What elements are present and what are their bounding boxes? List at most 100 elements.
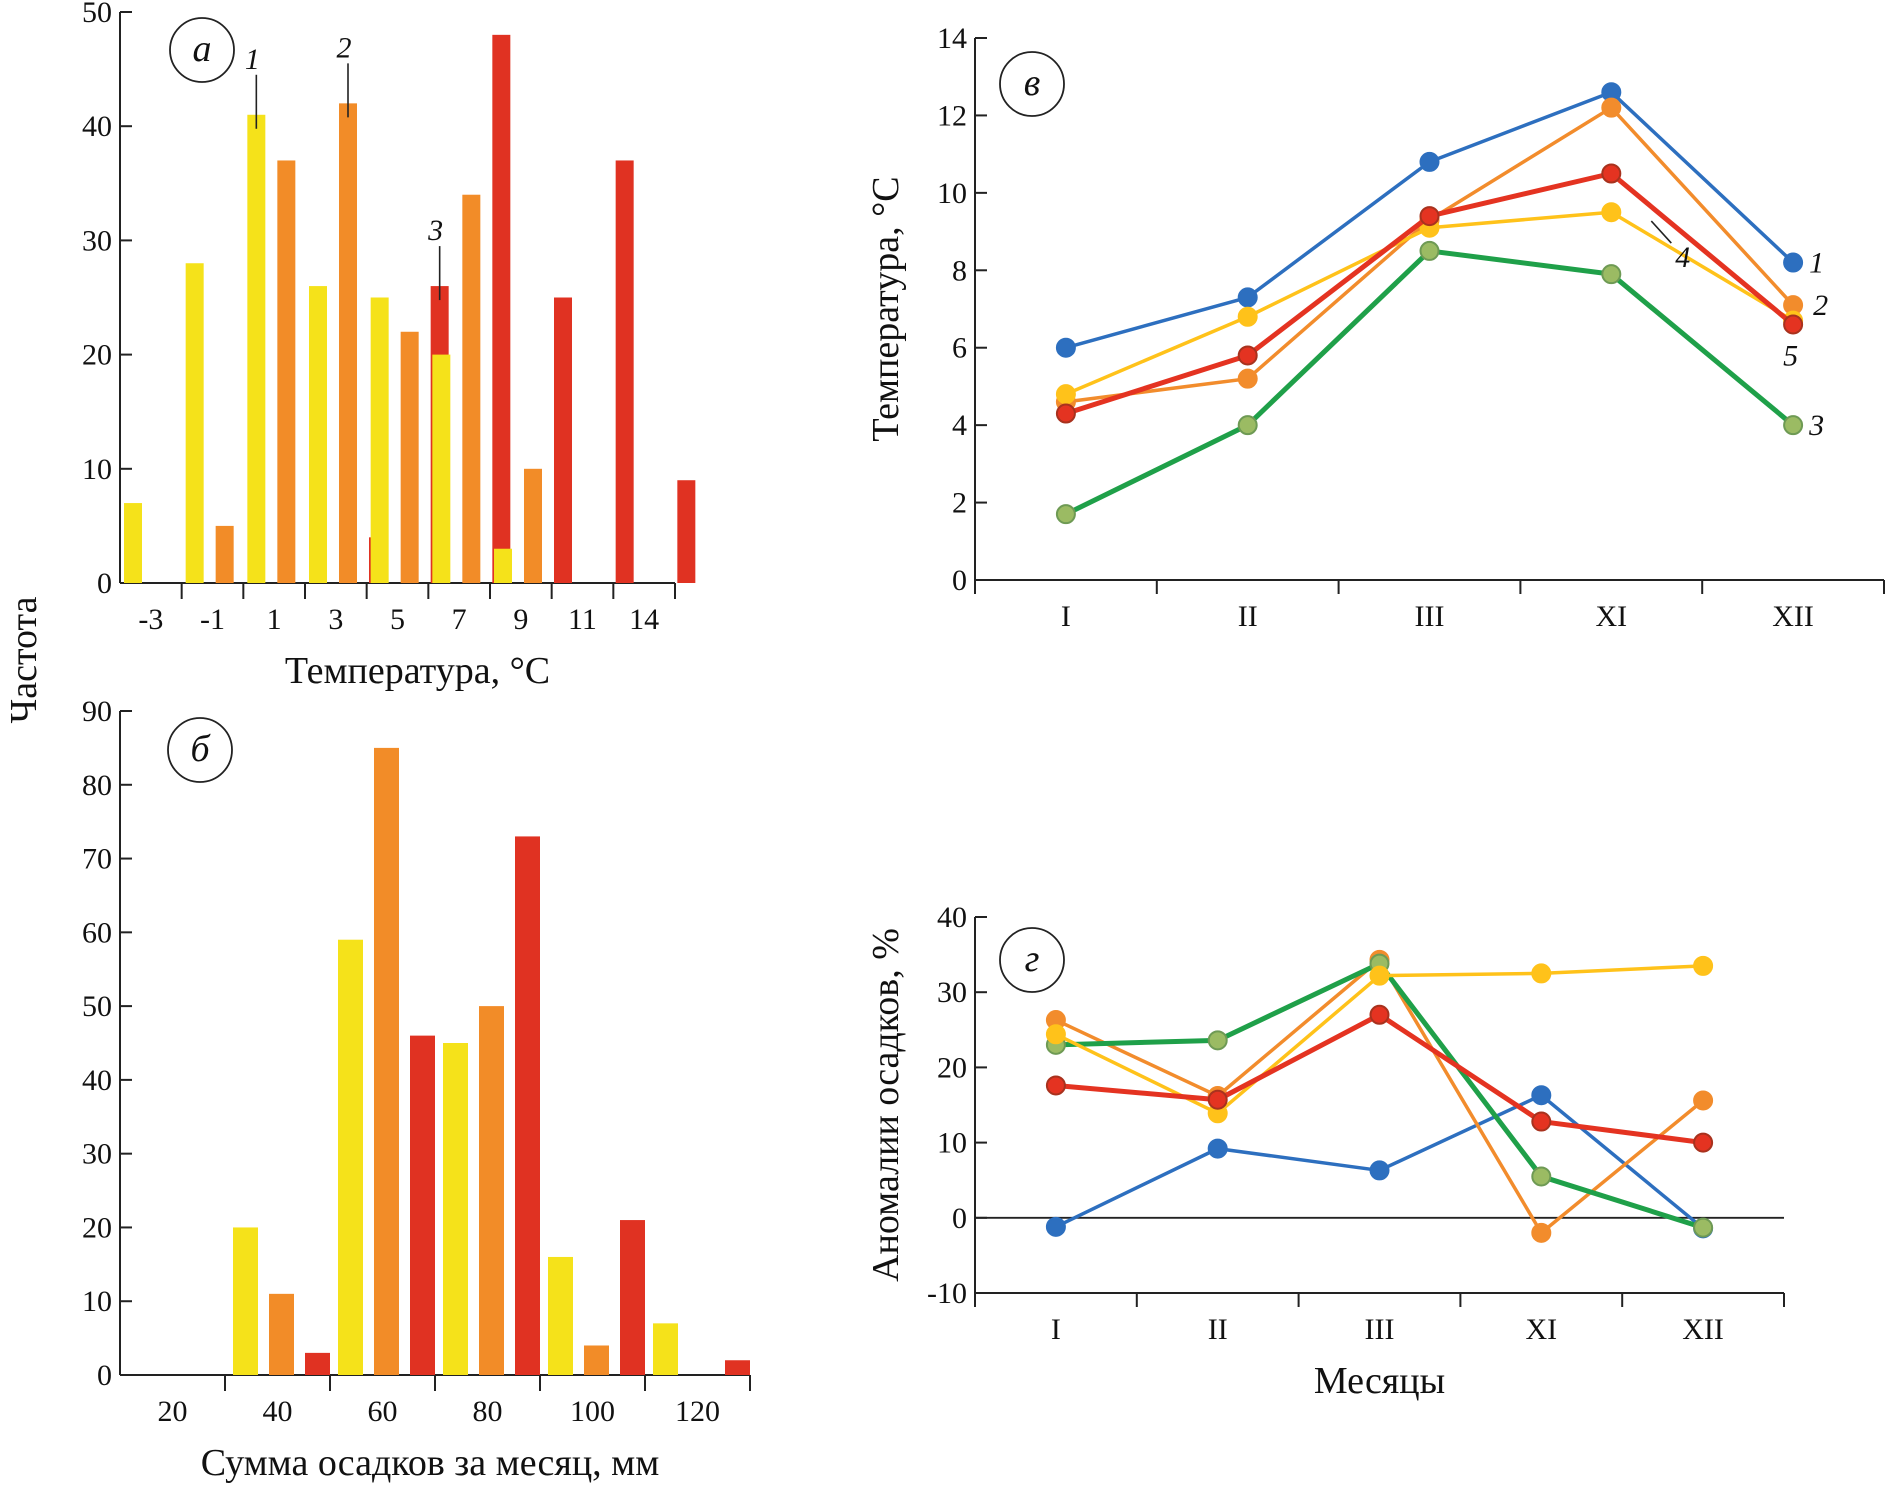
g-y-tick-label: 30: [937, 976, 967, 1009]
b-y-tick-label: 50: [82, 990, 112, 1023]
a-bar: [677, 480, 696, 583]
a-bar: [277, 160, 296, 583]
b-panel-letter-circle: [167, 717, 233, 783]
g-series-point-orange: [1693, 1090, 1714, 1111]
g-series-line-red: [1055, 1012, 1704, 1146]
g-panel-letter-circle: [999, 927, 1065, 993]
a-y-tick-label: 40: [82, 110, 112, 143]
g-series-point-green: [1693, 1217, 1714, 1238]
shared-y-axis-label: Частота: [3, 596, 45, 723]
b-y-tick-label: 70: [82, 843, 112, 876]
v-y-tick-label: 4: [952, 409, 967, 442]
b-bar: [338, 939, 363, 1375]
v-series-tag-leader: [1650, 220, 1672, 244]
b-bar: [410, 1035, 435, 1375]
v-series-point-yellow: [1237, 306, 1258, 327]
v-x-tick-label: XI: [1595, 600, 1627, 633]
v-panel-letter-circle: [999, 51, 1065, 117]
v-series-point-blue: [1237, 287, 1258, 308]
b-x-tick-label: 20: [158, 1395, 188, 1428]
a-y-tick-label: 10: [82, 453, 112, 486]
panel-a-temperature-histogram: 0 10 20 30 40 50 -3 -1 1 3 5 7 9 11 14 Температура, °С а…: [82, 0, 696, 692]
v-y-tick-label: 8: [952, 254, 967, 287]
g-x-tick-label: III: [1365, 1313, 1395, 1346]
v-panel-letter: в: [1024, 62, 1041, 104]
a-x-axis-label: Температура, °С: [285, 650, 550, 692]
g-y-tick-label: 10: [937, 1127, 967, 1160]
a-bar: [400, 331, 419, 583]
b-bar: [620, 1220, 645, 1375]
v-series-point-green: [1237, 415, 1258, 436]
g-panel-letter: г: [1025, 938, 1040, 980]
a-series-tag: 1: [245, 43, 260, 76]
v-y-tick-label: 10: [937, 177, 967, 210]
b-x-tick-label: 40: [263, 1395, 293, 1428]
v-y-tick-label: 2: [952, 487, 967, 520]
v-series-point-yellow: [1055, 384, 1076, 405]
g-series-point-green: [1531, 1166, 1552, 1187]
v-series-point-yellow: [1601, 202, 1622, 223]
v-series-point-green: [1419, 240, 1440, 261]
a-bar: [124, 503, 142, 583]
a-bar: [554, 297, 572, 583]
a-y-tick-label: 20: [82, 339, 112, 372]
b-y-tick-label: 30: [82, 1138, 112, 1171]
b-y-tick-label: 0: [97, 1359, 112, 1392]
v-series-tag: 1: [1809, 247, 1824, 280]
b-y-tick-label: 60: [82, 916, 112, 949]
b-y-tick-label: 80: [82, 769, 112, 802]
a-bar: [185, 263, 204, 583]
g-x-tick-label: II: [1208, 1313, 1228, 1346]
a-bar: [247, 114, 266, 583]
b-bar: [479, 1006, 504, 1375]
g-series-point-blue: [1207, 1138, 1228, 1159]
a-x-tick-label: -3: [138, 603, 163, 636]
g-y-axis-label: Аномалии осадков, %: [865, 928, 907, 1282]
a-bar: [524, 468, 542, 583]
b-y-tick-label: 90: [82, 695, 112, 728]
g-series-line-yellow: [1055, 964, 1704, 1116]
g-series-point-blue: [1045, 1216, 1066, 1237]
v-series-line-green: [1064, 248, 1795, 517]
a-panel-letter-circle: [169, 17, 235, 83]
v-series-line-yellow: [1065, 210, 1794, 396]
g-x-tick-label: XI: [1525, 1313, 1557, 1346]
g-series-point-red: [1207, 1089, 1228, 1110]
panel-b-precipitation-histogram: 0 10 20 30 40 50 60 70 80 90 20 40 60 80 100 120 Сумма о…: [82, 695, 751, 1484]
v-series-point-red: [1055, 403, 1076, 424]
a-bar: [215, 525, 234, 583]
b-bar: [653, 1323, 678, 1375]
a-series-tag: 2: [337, 31, 352, 64]
a-x-tick-label: 9: [513, 603, 528, 636]
g-series-point-green: [1207, 1030, 1228, 1051]
v-series-point-red: [1419, 206, 1440, 227]
g-series-point-yellow: [1369, 965, 1390, 986]
a-bar: [339, 103, 357, 584]
v-series-point-orange: [1237, 368, 1258, 389]
g-series-point-red: [1045, 1075, 1066, 1096]
v-x-tick-label: XII: [1772, 600, 1814, 633]
b-bar: [584, 1345, 609, 1375]
b-panel-letter: б: [190, 728, 211, 770]
a-bar: [432, 354, 451, 583]
b-bar: [269, 1293, 294, 1375]
v-series-tag: 2: [1813, 289, 1828, 322]
g-x-tick-label: I: [1051, 1313, 1061, 1346]
a-bar: [615, 160, 634, 583]
v-series-point-green: [1601, 264, 1622, 285]
v-series-point-blue: [1419, 151, 1440, 172]
v-x-tick-label: I: [1061, 600, 1071, 633]
g-series-point-yellow: [1693, 955, 1714, 976]
v-series-point-orange: [1601, 97, 1622, 118]
v-x-tick-label: III: [1415, 600, 1445, 633]
a-bar: [462, 194, 481, 583]
b-bar: [443, 1043, 468, 1375]
v-series-point-red: [1237, 345, 1258, 366]
g-x-tick-label: XII: [1682, 1313, 1724, 1346]
g-y-tick-label: 20: [937, 1051, 967, 1084]
g-series-point-yellow: [1531, 963, 1552, 984]
a-x-tick-label: 5: [390, 603, 405, 636]
a-x-tick-label: 14: [629, 603, 659, 636]
